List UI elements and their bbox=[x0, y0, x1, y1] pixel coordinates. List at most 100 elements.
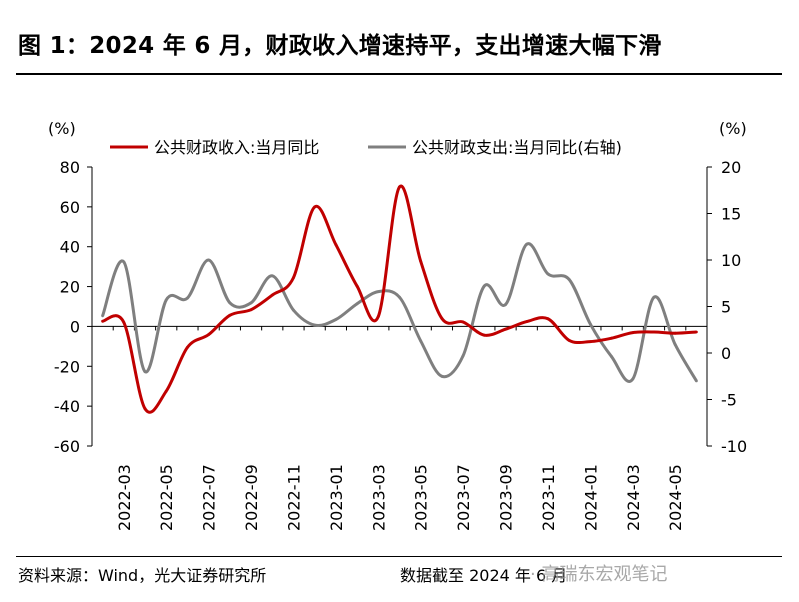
legend-label-revenue: 公共财政收入:当月同比 bbox=[154, 138, 319, 157]
right-tick-label: -5 bbox=[721, 391, 737, 410]
expenditure-point bbox=[249, 301, 253, 305]
revenue-point bbox=[398, 185, 401, 189]
watermark: · 高瑞东宏观笔记 bbox=[530, 564, 668, 585]
revenue-point bbox=[482, 333, 486, 337]
revenue-point bbox=[461, 320, 465, 324]
left-tick-label: 40 bbox=[60, 238, 80, 257]
revenue-point bbox=[122, 321, 126, 324]
expenditure-point bbox=[398, 295, 401, 299]
right-tick-label: 15 bbox=[721, 205, 741, 224]
expenditure-point bbox=[376, 290, 380, 293]
revenue-point bbox=[249, 308, 253, 312]
left-axis-unit: (%) bbox=[48, 119, 76, 138]
revenue-point bbox=[355, 284, 359, 288]
x-tick-label: 2022-05 bbox=[157, 464, 176, 531]
legend: 公共财政收入:当月同比 公共财政支出:当月同比(右轴) bbox=[110, 138, 622, 157]
right-tick-label: 0 bbox=[721, 344, 731, 363]
revenue-point bbox=[631, 331, 635, 334]
figure-title: 图 1：2024 年 6 月，财政收入增速持平，支出增速大幅下滑 bbox=[18, 33, 662, 59]
left-tick-label: 0 bbox=[70, 317, 80, 336]
expenditure-series-line bbox=[101, 242, 698, 383]
expenditure-point bbox=[355, 302, 359, 306]
x-tick-label: 2024-05 bbox=[666, 464, 685, 531]
expenditure-point bbox=[652, 295, 656, 299]
left-tick-label: 60 bbox=[60, 198, 80, 217]
revenue-point bbox=[292, 276, 295, 279]
revenue-point bbox=[652, 330, 656, 334]
revenue-point bbox=[143, 407, 147, 411]
legend-label-expenditure: 公共财政支出:当月同比(右轴) bbox=[412, 138, 622, 157]
expenditure-point bbox=[101, 314, 104, 318]
left-tick-label: -40 bbox=[54, 397, 80, 416]
left-tick-label: 80 bbox=[60, 158, 80, 177]
revenue-series-line bbox=[102, 184, 697, 414]
expenditure-point bbox=[482, 284, 486, 288]
left-tick-label: 20 bbox=[60, 278, 80, 297]
x-tick-label: 2022-03 bbox=[115, 464, 134, 531]
x-tick-label: 2023-03 bbox=[369, 464, 388, 531]
x-tick-label: 2022-11 bbox=[284, 464, 303, 531]
revenue-point bbox=[207, 333, 211, 336]
revenue-point bbox=[164, 389, 168, 393]
revenue-point bbox=[673, 331, 677, 335]
revenue-point bbox=[525, 320, 529, 323]
source-note: 资料来源：Wind，光大证券研究所 bbox=[18, 566, 267, 585]
right-axis-unit: (%) bbox=[719, 119, 747, 138]
revenue-point bbox=[419, 259, 423, 263]
expenditure-point bbox=[186, 296, 189, 300]
revenue-point bbox=[567, 339, 571, 342]
revenue-point bbox=[313, 205, 317, 209]
x-tick-label: 2022-09 bbox=[242, 464, 261, 531]
revenue-point bbox=[440, 317, 444, 320]
expenditure-point bbox=[228, 301, 232, 305]
date-note: 数据截至 2024 年 6 月 bbox=[400, 566, 568, 585]
expenditure-point bbox=[292, 308, 295, 312]
title-rule bbox=[16, 73, 782, 75]
expenditure-point bbox=[567, 278, 571, 281]
series-layer bbox=[101, 184, 698, 414]
expenditure-point bbox=[504, 303, 507, 306]
left-tick-label: -20 bbox=[54, 357, 80, 376]
expenditure-point bbox=[546, 272, 550, 276]
expenditure-point bbox=[525, 242, 529, 246]
x-tick-label: 2024-01 bbox=[581, 464, 600, 531]
right-tick-label: 5 bbox=[721, 298, 731, 317]
revenue-point bbox=[610, 336, 613, 340]
expenditure-point bbox=[461, 354, 465, 358]
revenue-point bbox=[228, 313, 232, 317]
x-tick-label: 2023-07 bbox=[454, 464, 473, 531]
expenditure-point bbox=[673, 343, 677, 346]
expenditure-point bbox=[695, 379, 698, 383]
revenue-point bbox=[101, 319, 104, 323]
revenue-point bbox=[376, 315, 380, 318]
expenditure-point bbox=[313, 323, 317, 327]
revenue-point bbox=[504, 327, 507, 331]
x-tick-label: 2022-07 bbox=[200, 464, 219, 531]
revenue-point bbox=[695, 330, 698, 334]
right-tick-label: 20 bbox=[721, 158, 741, 177]
footer-rule bbox=[16, 556, 782, 557]
x-tick-label: 2023-05 bbox=[412, 464, 431, 531]
expenditure-point bbox=[164, 298, 168, 302]
x-tick-label: 2023-01 bbox=[327, 464, 346, 531]
expenditure-point bbox=[143, 370, 147, 373]
x-tick-label: 2024-03 bbox=[624, 464, 643, 531]
right-tick-label: 10 bbox=[721, 251, 741, 270]
x-tick-label: 2023-11 bbox=[539, 464, 558, 531]
revenue-point bbox=[186, 346, 189, 349]
expenditure-point bbox=[631, 377, 635, 381]
axes-layer: 80 60 40 20 0 -20 -40 -60 20 15 10 5 0 -5 -10 2022-03 20… bbox=[54, 158, 747, 531]
expenditure-point bbox=[440, 374, 444, 378]
revenue-point bbox=[589, 340, 592, 343]
expenditure-point bbox=[334, 318, 338, 321]
expenditure-point bbox=[419, 339, 423, 343]
revenue-point bbox=[334, 243, 338, 247]
expenditure-point bbox=[610, 355, 613, 359]
x-tick-label: 2023-09 bbox=[497, 464, 516, 531]
expenditure-point bbox=[122, 260, 126, 264]
expenditure-point bbox=[589, 322, 592, 326]
left-tick-label: -60 bbox=[54, 437, 80, 456]
expenditure-point bbox=[207, 258, 211, 262]
expenditure-point bbox=[270, 274, 274, 278]
